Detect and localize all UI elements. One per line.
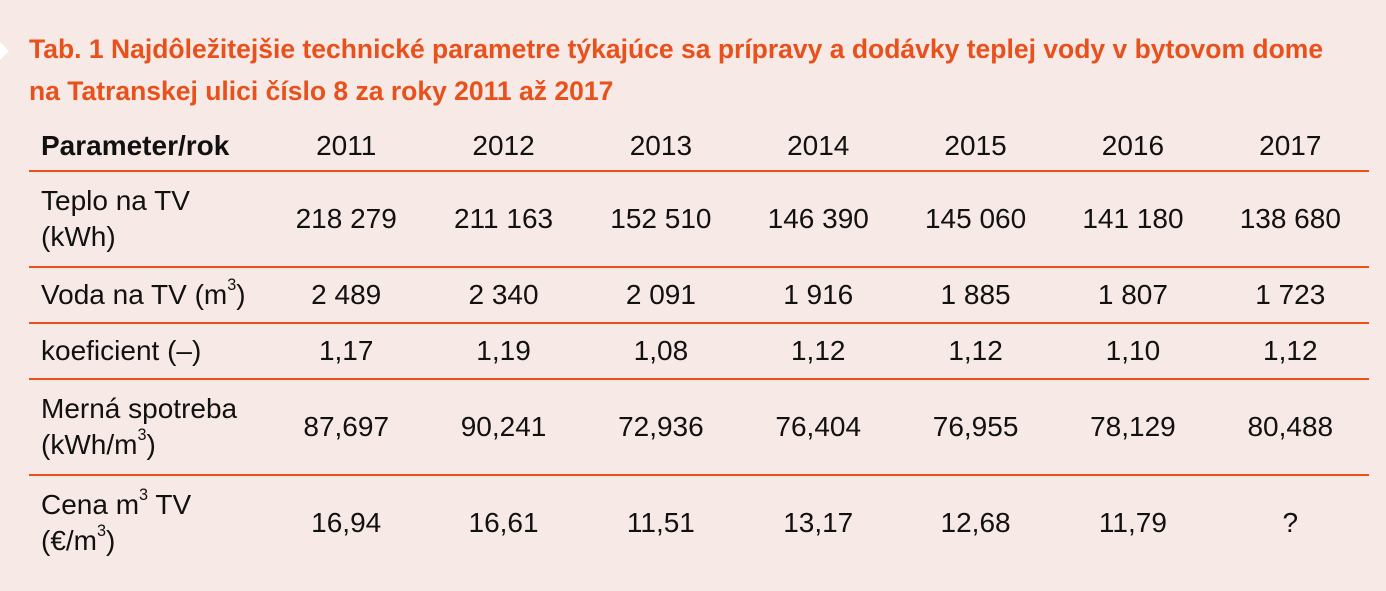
table-row-voda: Voda na TV (m3) 2 489 2 340 2 091 1 916 …: [29, 267, 1369, 323]
table-cell: 13,17: [783, 507, 854, 538]
table-cell: 146 390: [767, 203, 869, 234]
table-cell: 1,12: [1263, 335, 1318, 366]
table-cell: ?: [1282, 507, 1299, 538]
table-cell: 78,129: [1090, 411, 1176, 442]
table-cell: 1,19: [476, 335, 531, 366]
table-cell: 12,68: [940, 507, 1011, 538]
table-cell: 1 885: [940, 279, 1011, 310]
table-cell: 211 163: [453, 203, 554, 234]
table-cell: 138 680: [1239, 203, 1341, 234]
header-row: Parameter/rok 2011 2012 2013 2014 2015 2…: [29, 122, 1369, 171]
table-cell: 145 060: [924, 203, 1027, 234]
table-cell: 152 510: [610, 203, 712, 234]
table-cell: 1 916: [783, 279, 854, 310]
row-label-merna-spotreba: Merná spotreba (kWh/m3): [41, 393, 238, 460]
title-marker-icon: [0, 42, 9, 60]
table-row-teplo: Teplo na TV (kWh) 218 279 211 163 152 510…: [29, 171, 1369, 267]
table-cell: 87,697: [303, 411, 390, 442]
table-cell: 1,10: [1105, 335, 1161, 366]
table-row-merna-spotreba: Merná spotreba (kWh/m3) 87,697 90,241 72,…: [29, 379, 1369, 475]
header-year-2014: 2014: [787, 130, 850, 161]
table-cell: 1 723: [1255, 279, 1326, 310]
table-cell: 11,79: [1098, 507, 1167, 538]
table-cell: 2 340: [468, 279, 539, 310]
table-cell: 2 489: [311, 279, 382, 310]
table-cell: 1,08: [633, 335, 689, 366]
table-cell: 141 180: [1082, 203, 1184, 234]
table-cell: 90,241: [460, 411, 547, 442]
table-cell: 1,12: [948, 335, 1003, 366]
table-row-cena: Cena m3 TV (€/m3) 16,94 16,61 11,51 13,17…: [29, 475, 1369, 570]
table-cell: 218 279: [295, 203, 397, 234]
header-year-2011: 2011: [316, 130, 377, 161]
table-cell: 80,488: [1247, 411, 1334, 442]
header-year-2016: 2016: [1101, 130, 1165, 161]
table-cell: 16,61: [468, 507, 539, 538]
header-parameter-label: Parameter/rok: [41, 130, 230, 161]
table-title: Tab. 1 Najdôležitejšie technické paramet…: [29, 34, 1324, 106]
table-cell: 1 807: [1097, 279, 1168, 310]
table-cell: 1,12: [790, 335, 846, 366]
parameters-table: Parameter/rok 2011 2012 2013 2014 2015 2…: [29, 122, 1369, 570]
header-year-2015: 2015: [944, 130, 1007, 161]
header-year-2012: 2012: [472, 130, 535, 161]
table-cell: 16,94: [311, 507, 382, 538]
table-row-koeficient: koeficient (–) 1,17 1,19 1,08 1,12 1,12 …: [29, 323, 1369, 379]
table-cell: 76,404: [775, 411, 862, 442]
table-cell: 1,17: [318, 335, 374, 366]
header-year-2017: 2017: [1259, 130, 1322, 161]
row-label-teplo: Teplo na TV (kWh): [41, 185, 190, 252]
table-cell: 72,936: [618, 411, 704, 442]
table-cell: 76,955: [932, 411, 1019, 442]
table-cell: 2 091: [625, 279, 696, 310]
row-label-cena: Cena m3 TV (€/m3): [41, 486, 192, 556]
row-label-koeficient: koeficient (–): [41, 335, 202, 366]
table-cell: 11,51: [626, 507, 695, 538]
row-label-voda: Voda na TV (m3): [41, 276, 246, 310]
header-year-2013: 2013: [629, 130, 693, 161]
